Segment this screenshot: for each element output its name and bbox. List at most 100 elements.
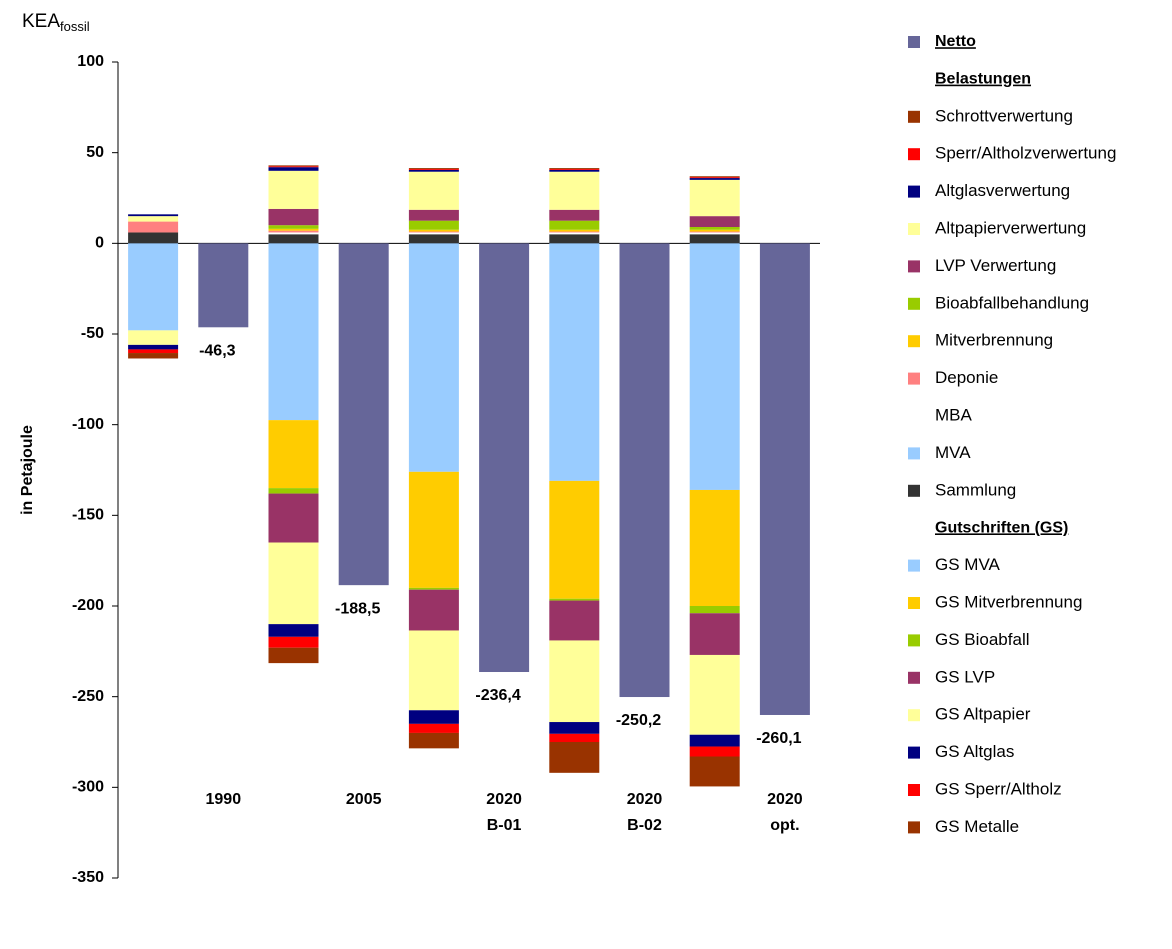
bar-segment — [549, 229, 600, 232]
bar-segment — [549, 598, 600, 601]
bar-segment — [689, 654, 740, 735]
bar-segment — [268, 647, 319, 664]
bar-segment — [128, 216, 179, 222]
bar-segment — [549, 168, 600, 169]
bar-segment — [689, 179, 740, 217]
y-unit-sub: fossil — [60, 19, 90, 34]
y-tick-label: -100 — [72, 416, 104, 433]
legend-swatch — [908, 335, 920, 348]
bar-segment — [689, 746, 740, 757]
x-tick-label: B-02 — [627, 817, 662, 834]
bar-segment — [128, 232, 179, 244]
legend-label: Deponie — [935, 368, 998, 387]
bar-segment — [689, 606, 740, 614]
legend-label: GS Altpapier — [935, 705, 1031, 724]
legend-label: Netto — [935, 33, 976, 50]
bar-segment — [689, 613, 740, 655]
legend-label: GS Mitverbrennung — [935, 592, 1082, 611]
y-tick-label: 0 — [95, 235, 104, 252]
x-tick-label: 2005 — [346, 791, 382, 808]
bar-segment — [268, 420, 319, 489]
bar-segment — [268, 167, 319, 171]
x-tick-label: 1990 — [206, 791, 242, 808]
legend-swatch — [908, 484, 920, 497]
legend-label: LVP Verwertung — [935, 256, 1056, 275]
bar-segment — [128, 330, 179, 345]
bar-segment — [408, 587, 459, 590]
bar-segment — [408, 168, 459, 169]
y-tick-label: 100 — [77, 53, 104, 70]
bar-segment — [268, 165, 319, 167]
bar-segment — [549, 220, 600, 230]
legend-label: Bioabfallbehandlung — [935, 293, 1089, 312]
legend-label: MVA — [935, 443, 971, 462]
bar-segment — [689, 243, 740, 490]
legend-label: GS MVA — [935, 555, 1001, 574]
bar-segment — [408, 732, 459, 749]
legend-label: Sammlung — [935, 480, 1016, 499]
bar-segment — [268, 636, 319, 648]
legend-swatch — [908, 36, 920, 48]
legend-swatch — [908, 410, 920, 422]
y-tick-label: -50 — [81, 325, 104, 342]
bar-segment — [689, 176, 740, 178]
y-axis-title: in Petajoule — [19, 425, 36, 515]
legend-swatch — [908, 709, 920, 722]
legend-header: Belastungen — [935, 71, 1031, 88]
bar-segment — [408, 723, 459, 733]
bar-segment — [268, 232, 319, 235]
bar-segment — [408, 630, 459, 711]
bar-segment — [268, 624, 319, 637]
bar-segment — [128, 349, 179, 354]
y-tick-label: -250 — [72, 688, 104, 705]
legend-label: GS Bioabfall — [935, 630, 1030, 649]
bar-segment — [128, 243, 179, 331]
bar-segment — [549, 234, 600, 244]
legend-label: Mitverbrennung — [935, 331, 1053, 350]
bar-segment — [408, 589, 459, 631]
bar-segment — [408, 231, 459, 233]
legend-swatch — [908, 634, 920, 647]
bar-segment — [689, 234, 740, 244]
bar-segment — [549, 209, 600, 221]
bar-segment — [128, 221, 179, 233]
bar-segment — [408, 220, 459, 230]
bar-segment — [408, 229, 459, 232]
bar-segment — [408, 471, 459, 588]
bar-segment — [128, 214, 179, 217]
bar-segment — [549, 169, 600, 172]
netto-bar — [759, 243, 810, 715]
x-tick-label: B-01 — [487, 817, 522, 834]
bar-segment — [689, 178, 740, 180]
x-tick-label: 2020 — [486, 791, 522, 808]
netto-bar — [619, 243, 670, 698]
y-unit-main: KEA — [22, 11, 60, 32]
x-tick-label: 2020 — [627, 791, 663, 808]
bar-segment — [689, 489, 740, 606]
legend-swatch — [908, 372, 920, 385]
legend-swatch — [908, 784, 920, 796]
y-tick-label: -300 — [72, 779, 104, 796]
netto-bar — [338, 243, 389, 586]
bar-segment — [408, 209, 459, 221]
bar-segment — [408, 171, 459, 210]
bar-segment — [689, 177, 740, 179]
y-tick-label: -200 — [72, 597, 104, 614]
bar-segment — [408, 243, 459, 472]
netto-bar — [479, 243, 530, 673]
bar-segment — [408, 168, 459, 170]
bar-segment — [408, 232, 459, 235]
y-tick-label: -350 — [72, 869, 104, 886]
bar-segment — [549, 231, 600, 233]
legend-swatch — [908, 110, 920, 123]
bar-segment — [268, 170, 319, 209]
bar-segment — [268, 225, 319, 229]
netto-bar — [198, 243, 249, 328]
y-unit: KEAfossil — [22, 11, 90, 34]
legend-swatch — [908, 260, 920, 273]
bar-segment — [268, 230, 319, 233]
bar-segment — [549, 168, 600, 170]
x-tick-label: 2020 — [767, 791, 803, 808]
bar-segment — [549, 171, 600, 210]
